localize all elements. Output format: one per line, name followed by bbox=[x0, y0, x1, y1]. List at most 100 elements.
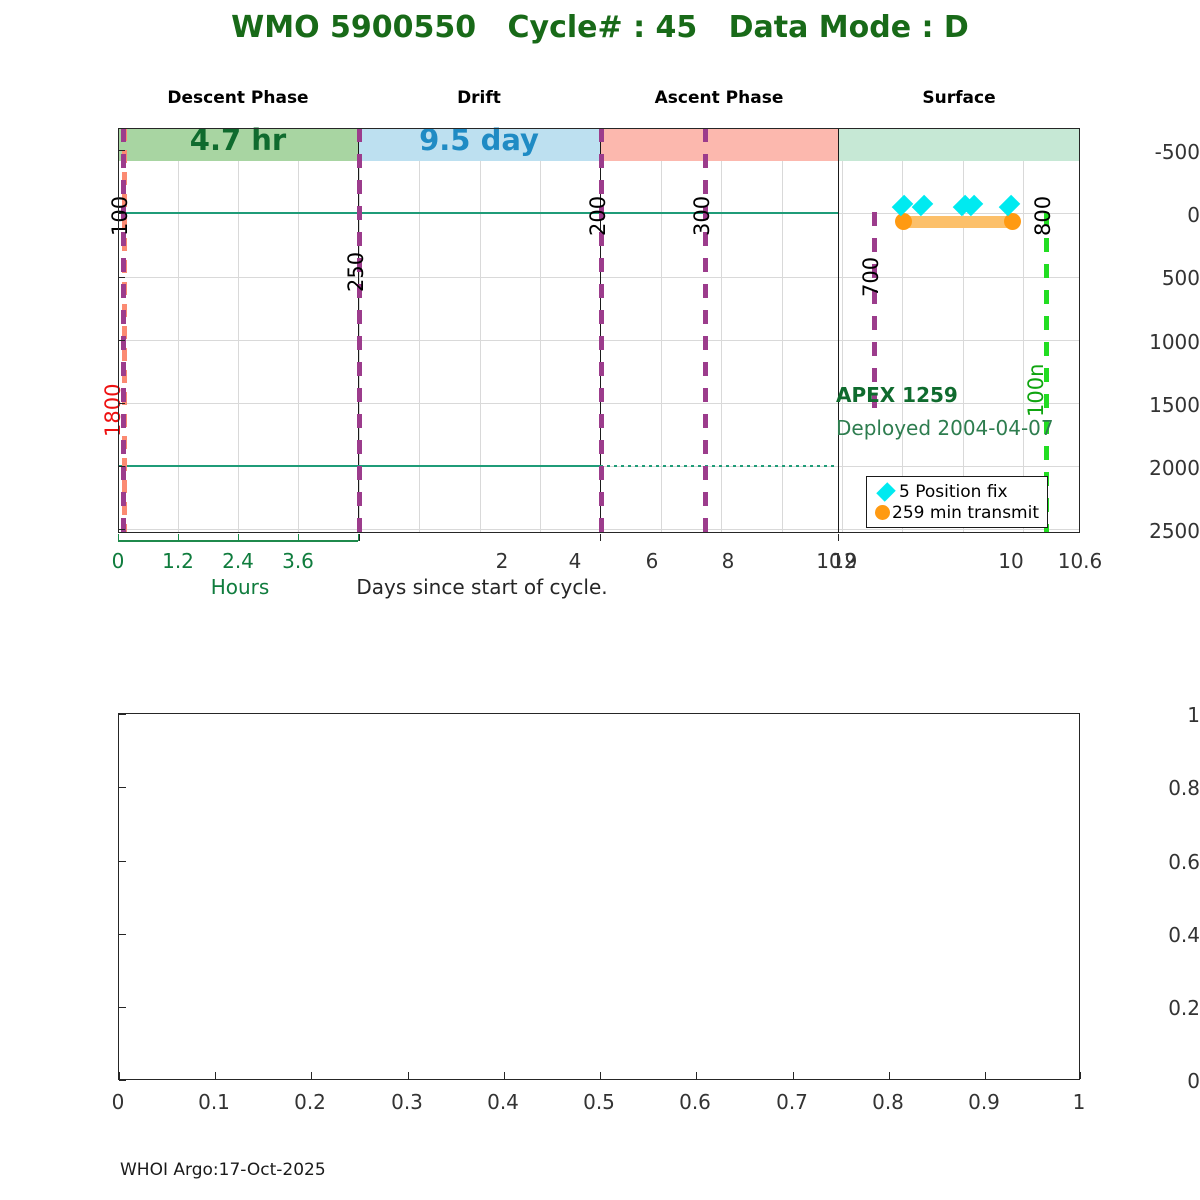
xtick-mark bbox=[985, 1072, 986, 1079]
xtick-mark bbox=[119, 1072, 120, 1079]
gridline bbox=[298, 128, 299, 533]
xtick-label-hours: 2.4 bbox=[222, 549, 254, 573]
transmit-icon bbox=[873, 505, 892, 520]
phase-duration-descent: 4.7 hr bbox=[189, 123, 287, 157]
gridline bbox=[902, 128, 903, 533]
xtick-mark bbox=[600, 1072, 601, 1079]
phase-header-surface: Surface bbox=[922, 88, 996, 108]
footer-credit: WHOI Argo:17-Oct-2025 bbox=[120, 1160, 326, 1180]
ytick-mark bbox=[118, 340, 125, 341]
gridline bbox=[1023, 128, 1024, 533]
transmit-marker bbox=[1004, 213, 1021, 230]
event-label-1800: 1800 bbox=[101, 383, 125, 437]
ytick-label: 0 bbox=[1187, 203, 1200, 227]
xtick-mark bbox=[1080, 1072, 1081, 1079]
event-line-200 bbox=[599, 128, 604, 533]
float-id-annotation: APEX 1259 bbox=[836, 383, 958, 407]
xtick-label-days: 2 bbox=[495, 549, 509, 573]
ytick-mark bbox=[118, 277, 125, 278]
xtick-mark bbox=[311, 1072, 312, 1079]
xtick-label: 0.4 bbox=[487, 1090, 519, 1114]
ytick-label: 0.4 bbox=[1168, 923, 1200, 947]
gridline bbox=[540, 128, 541, 533]
xtick-mark-hours bbox=[178, 534, 179, 541]
xtick-label: 1 bbox=[1072, 1090, 1086, 1114]
ytick-label: 2500 bbox=[1149, 519, 1200, 543]
phase-band-surface bbox=[838, 128, 1080, 161]
ytick-label: 0 bbox=[1187, 1069, 1200, 1093]
xtick-mark-hours bbox=[298, 534, 299, 541]
ytick-mark bbox=[119, 934, 126, 935]
event-line-800 bbox=[1044, 212, 1049, 533]
event-label-800: 800 bbox=[1031, 195, 1055, 236]
xtick-label-days: 10 bbox=[816, 549, 842, 573]
xtick-label-days: 10 bbox=[998, 549, 1024, 573]
xtick-label-days: 6 bbox=[645, 549, 659, 573]
ytick-mark bbox=[118, 466, 125, 467]
event-label-700: 700 bbox=[859, 256, 883, 297]
xtick-mark bbox=[696, 1072, 697, 1079]
event-line-100 bbox=[121, 128, 126, 533]
xtick-mark-hours bbox=[238, 534, 239, 541]
xtick-mark bbox=[889, 1072, 890, 1079]
xtick-label: 0.8 bbox=[872, 1090, 904, 1114]
page-title: WMO 5900550 Cycle# : 45 Data Mode : D bbox=[231, 10, 969, 45]
ytick-mark bbox=[118, 150, 125, 151]
ytick-label: 2000 bbox=[1149, 456, 1200, 480]
xtick-label-hours: 12 bbox=[831, 549, 857, 573]
xtick-mark-days bbox=[838, 534, 839, 541]
event-label-250: 250 bbox=[344, 251, 368, 292]
xtick-label: 0.3 bbox=[391, 1090, 423, 1114]
ytick-mark bbox=[118, 403, 125, 404]
hours-axis-line bbox=[118, 540, 358, 542]
ytick-mark bbox=[118, 213, 125, 214]
xtick-mark-hours bbox=[358, 534, 359, 541]
xtick-mark-days bbox=[600, 534, 601, 541]
gridline bbox=[782, 128, 783, 533]
xtick-label-hours: 0 bbox=[111, 549, 125, 573]
xtick-label: 0.5 bbox=[583, 1090, 615, 1114]
xtick-mark bbox=[793, 1072, 794, 1079]
phase-header-drift: Drift bbox=[457, 88, 501, 108]
event-line-250 bbox=[357, 128, 362, 533]
phase-band-ascent bbox=[600, 128, 838, 161]
phase-duration-drift: 9.5 day bbox=[419, 123, 539, 157]
event-label-300: 300 bbox=[690, 195, 714, 236]
ytick-label: 500 bbox=[1161, 266, 1200, 290]
ytick-label: -500 bbox=[1154, 140, 1200, 164]
xtick-label-days: 10.6 bbox=[1057, 549, 1103, 573]
x-axis-label-hours: Hours bbox=[210, 575, 270, 599]
legend-item: 259 min transmit bbox=[873, 502, 1039, 523]
xtick-label: 0.2 bbox=[294, 1090, 326, 1114]
event-line-300 bbox=[703, 128, 708, 533]
gridline bbox=[178, 128, 179, 533]
xtick-mark-hours bbox=[118, 534, 119, 541]
ytick-label: 1 bbox=[1187, 703, 1200, 727]
xtick-label-days: 8 bbox=[721, 549, 735, 573]
legend-label: 259 min transmit bbox=[892, 502, 1039, 523]
legend-item: 5 Position fix bbox=[873, 481, 1039, 502]
xtick-label-hours: 1.2 bbox=[162, 549, 194, 573]
ytick-mark bbox=[119, 1080, 126, 1081]
ytick-label: 0.8 bbox=[1168, 776, 1200, 800]
xtick-mark bbox=[504, 1072, 505, 1079]
xtick-label: 0 bbox=[111, 1090, 125, 1114]
legend-label: 5 Position fix bbox=[899, 481, 1008, 502]
gridline bbox=[238, 128, 239, 533]
gridline bbox=[661, 128, 662, 533]
phase-band-drift: 9.5 day bbox=[358, 124, 600, 161]
gridline bbox=[842, 128, 843, 533]
xtick-label-days: 4 bbox=[568, 549, 582, 573]
event-label-100n: 100n bbox=[1024, 363, 1048, 417]
transmit-duration-bar bbox=[903, 216, 1013, 228]
xtick-mark-days bbox=[359, 534, 360, 541]
xtick-mark bbox=[215, 1072, 216, 1079]
phase-separator bbox=[838, 128, 839, 533]
xtick-mark bbox=[408, 1072, 409, 1079]
phase-header-ascent: Ascent Phase bbox=[654, 88, 784, 108]
gridline bbox=[721, 128, 722, 533]
position-fix-icon bbox=[873, 481, 899, 502]
xtick-label: 0.1 bbox=[198, 1090, 230, 1114]
event-label-100: 100 bbox=[108, 195, 132, 236]
reference-line-park-dotted bbox=[600, 465, 838, 467]
